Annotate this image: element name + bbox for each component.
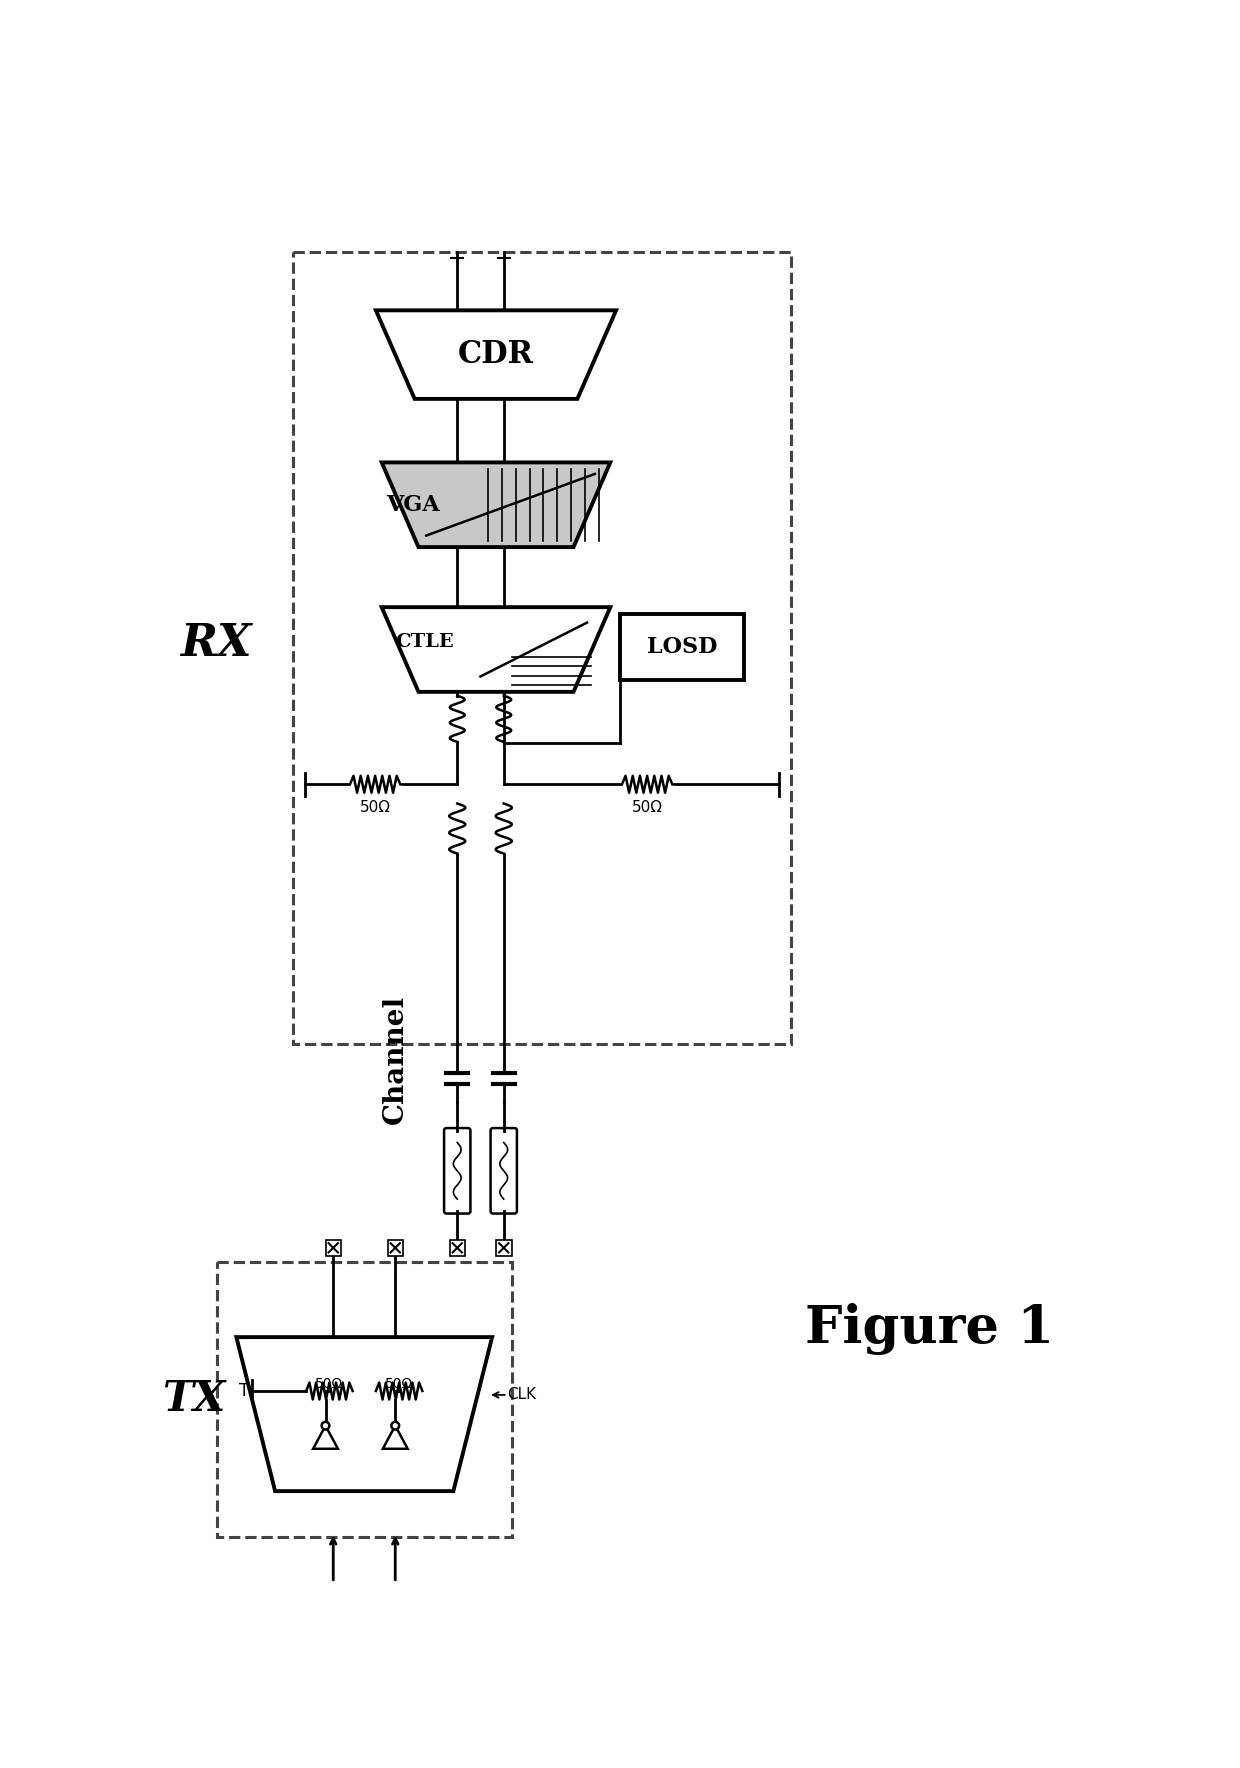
Text: 50Ω: 50Ω [386,1377,413,1391]
Text: 50Ω: 50Ω [360,799,391,815]
Polygon shape [383,1425,408,1448]
Text: T: T [239,1383,249,1400]
Polygon shape [237,1337,492,1490]
Circle shape [321,1421,330,1430]
Text: 50Ω: 50Ω [631,799,662,815]
Bar [449,1239,465,1255]
Polygon shape [376,311,616,400]
Text: CLK: CLK [507,1388,537,1402]
FancyBboxPatch shape [491,1128,517,1213]
Bar [387,1239,403,1255]
Circle shape [392,1421,399,1430]
Polygon shape [382,463,610,546]
Polygon shape [312,1425,337,1448]
Bar [496,1239,511,1255]
FancyBboxPatch shape [444,1128,470,1213]
Text: LOSD: LOSD [647,636,717,658]
Bar [293,253,791,1043]
Text: TX: TX [162,1377,226,1420]
Bar [620,615,744,681]
Bar [325,1239,341,1255]
Polygon shape [382,606,610,691]
Text: RX: RX [180,622,252,665]
Text: Figure 1: Figure 1 [806,1303,1054,1354]
Text: CDR: CDR [458,339,534,370]
Text: CTLE: CTLE [394,633,454,651]
Text: VGA: VGA [386,493,439,516]
Bar [217,1262,511,1536]
Text: 50Ω: 50Ω [315,1377,343,1391]
Text: Channel: Channel [382,995,409,1124]
